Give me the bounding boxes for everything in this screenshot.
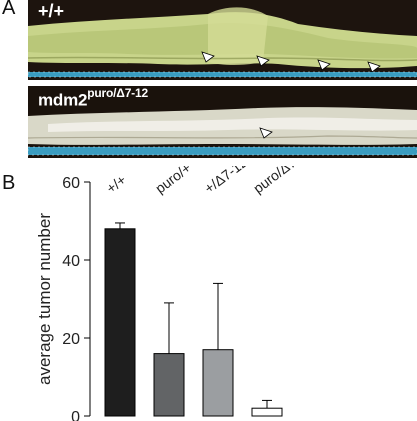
tumor-number-bar-chart: 0 20 40 60 average tumor number +/+ puro/+ +/Δ7… <box>35 166 315 421</box>
genotype-caption-wildtype: +/+ <box>38 1 65 21</box>
panel-b-label: B <box>2 172 16 194</box>
bar-1 <box>153 353 185 417</box>
intestine-photo-mutant-image <box>28 107 417 156</box>
genotype-caption-mutant-base: mdm2 <box>38 90 88 110</box>
y-tick-label: 20 <box>62 331 80 348</box>
category-label: puro/+ <box>152 166 194 196</box>
y-tick-label: 60 <box>62 175 80 192</box>
y-tick-label: 40 <box>62 253 80 270</box>
y-tick-label: 0 <box>71 409 80 421</box>
panel-a-label: A <box>2 0 16 19</box>
chart-plot-area: 0 20 40 60 average tumor number +/+ puro/+ +/Δ7… <box>35 166 315 421</box>
genotype-caption-mutant-superscript: puro/Δ7-12 <box>87 86 148 100</box>
intestine-photo-mutant: mdm2puro/Δ7-12 <box>28 86 417 158</box>
intestine-photo-wildtype-image <box>28 7 417 78</box>
bar-0 <box>104 228 136 417</box>
genotype-caption-mutant: mdm2puro/Δ7-12 <box>38 86 148 111</box>
category-label: +/Δ7-12 <box>201 166 250 196</box>
y-axis-title: average tumor number <box>35 213 54 385</box>
bar-3 <box>251 407 283 417</box>
category-label: puro/Δ7-12 <box>250 166 315 196</box>
intestine-photo-wildtype: +/+ <box>28 0 417 80</box>
category-label: +/+ <box>103 171 129 196</box>
bar-2 <box>202 349 234 417</box>
